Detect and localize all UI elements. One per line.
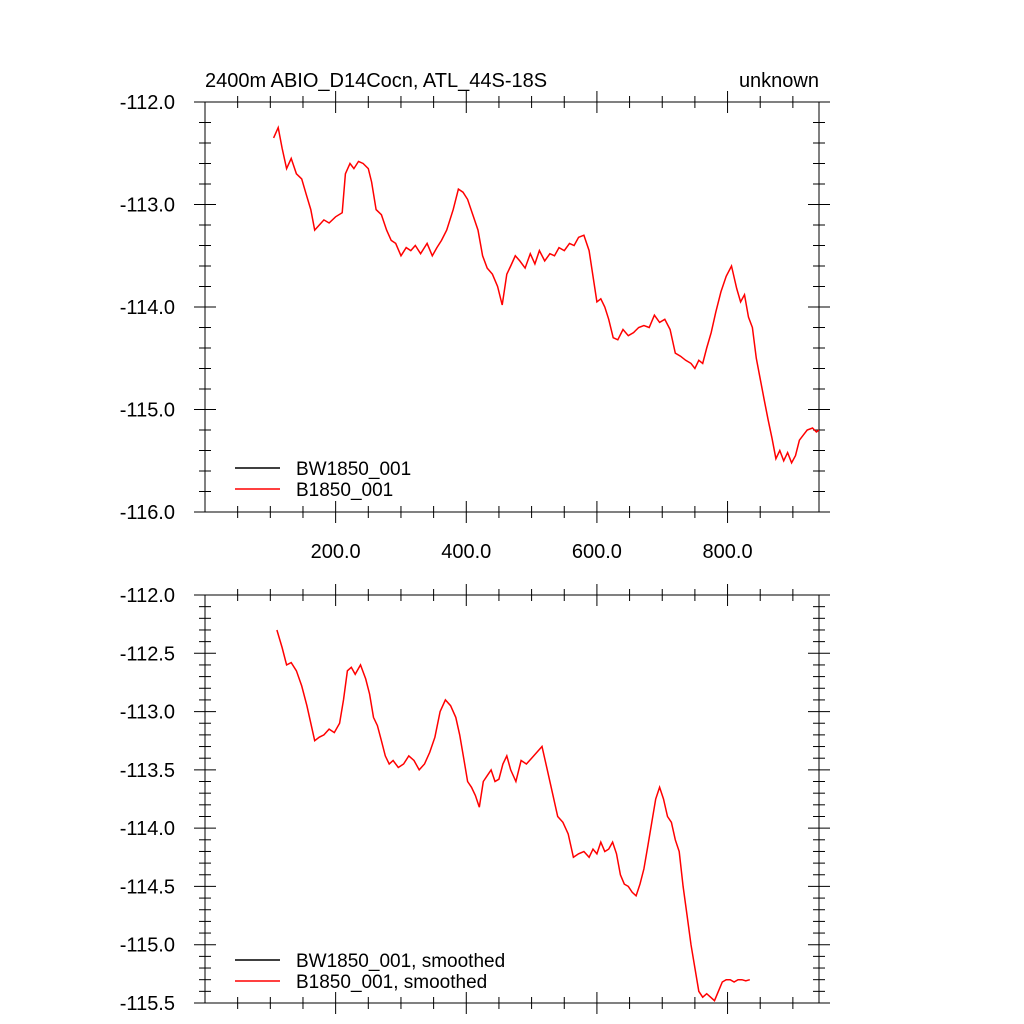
x-tick-label: 600.0 (572, 541, 622, 563)
y-tick-label: -113.5 (120, 760, 175, 782)
legend-entry: BW1850_001, smoothed (296, 951, 505, 972)
top-panel: 200.0 400.0 600.0 800.0 -112.0 -113.0 -114.0 -1… (120, 91, 830, 563)
plot-frame (204, 101, 820, 513)
chart-title-right: unknown (739, 70, 819, 92)
y-tick-label: -115.0 (120, 400, 175, 422)
x-tick-label: 400.0 (441, 541, 491, 563)
y-tick-label: -113.0 (120, 195, 175, 217)
y-tick-label: -114.5 (120, 876, 175, 898)
chart-title-left: 2400m ABIO_D14Cocn, ATL_44S-18S (205, 70, 547, 92)
legend-entry: B1850_001 (296, 480, 393, 501)
y-tick-label: -112.0 (120, 92, 175, 114)
y-tick-label: -115.5 (120, 993, 175, 1015)
x-tick-label: 200.0 (311, 541, 361, 563)
bottom-panel: -112.0 -112.5 -113.0 -113.5 -114.0 -114.5 -115… (120, 584, 830, 1015)
plot-frame (204, 594, 820, 1004)
y-tick-label: -114.0 (120, 818, 175, 840)
y-tick-label: -112.5 (120, 643, 175, 665)
y-tick-label: -115.0 (120, 935, 175, 957)
y-tick-label: -116.0 (120, 502, 175, 524)
legend-entry: B1850_001, smoothed (296, 972, 487, 993)
x-tick-label: 800.0 (703, 541, 753, 563)
series-line (272, 125, 820, 465)
series-line (276, 629, 751, 1002)
y-tick-label: -114.0 (120, 297, 175, 319)
legend-entry: BW1850_001 (296, 459, 411, 480)
y-tick-label: -113.0 (120, 702, 175, 724)
y-tick-label: -112.0 (120, 585, 175, 607)
